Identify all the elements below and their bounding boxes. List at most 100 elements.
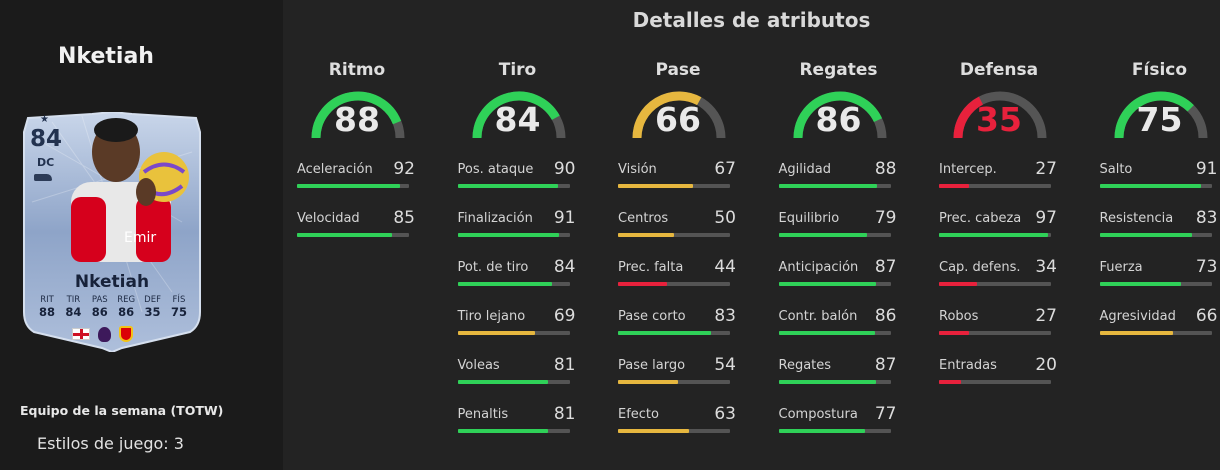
stat-label: Penaltis: [457, 407, 509, 422]
stat-bar-track: [778, 282, 891, 286]
stat-row[interactable]: Robos 27: [939, 306, 1059, 358]
stat-label: Pase largo: [618, 358, 686, 373]
gauge-fill: [472, 91, 560, 139]
player-name-heading: Nketiah: [58, 44, 154, 69]
stat-bar-fill: [618, 184, 694, 188]
premier-league-icon: [98, 326, 111, 342]
stat-label: Pos. ataque: [457, 162, 534, 177]
stat-value: 20: [1035, 355, 1057, 375]
stat-label: Visión: [618, 162, 657, 177]
stat-bar-fill: [618, 380, 679, 384]
stat-value: 54: [714, 355, 736, 375]
stat-row[interactable]: Prec. cabeza 97: [939, 208, 1059, 260]
stat-bar-fill: [778, 282, 876, 286]
stat-row[interactable]: Tiro lejano 69: [457, 306, 578, 358]
card-stats: RIT 88 TIR 84 PAS 86 REG 86 DEF 35 FÍS 75: [35, 295, 191, 319]
stat-list: Pos. ataque 90 Finalización 91 Pot. de tiro 8…: [457, 159, 578, 456]
stat-value: 27: [1035, 159, 1057, 179]
stat-value: 87: [874, 355, 897, 375]
category-name: Ritmo: [328, 60, 386, 80]
stat-value: 73: [1195, 257, 1218, 277]
stat-row[interactable]: Velocidad 85: [297, 208, 417, 260]
stat-bar-track: [778, 184, 891, 188]
stat-row[interactable]: Compostura 77: [778, 404, 899, 456]
stat-label: Centros: [618, 211, 669, 226]
stat-row[interactable]: Pase largo 54: [618, 355, 738, 407]
stat-bar-track: [457, 380, 570, 384]
stat-value: 97: [1035, 208, 1057, 228]
stat-label: Pot. de tiro: [457, 260, 529, 275]
stat-row[interactable]: Visión 67: [618, 159, 738, 211]
stat-row[interactable]: Resistencia 83: [1099, 208, 1220, 260]
playstyles-count[interactable]: Estilos de juego: 3: [37, 434, 184, 453]
stat-row[interactable]: Aceleración 92: [297, 159, 417, 211]
stat-value: 79: [874, 208, 897, 228]
stat-row[interactable]: Intercep. 27: [939, 159, 1059, 211]
stat-row[interactable]: Agilidad 88: [778, 159, 899, 211]
england-flag-icon: [72, 328, 90, 340]
stat-bar-fill: [297, 184, 401, 188]
stat-bar-fill: [1099, 233, 1193, 237]
card-stat: DEF 35: [144, 295, 161, 319]
shirt-sponsor: Emir: [124, 230, 156, 246]
category-name: Físico: [1131, 60, 1188, 80]
stat-bar-track: [939, 184, 1051, 188]
gauge-arc: [311, 91, 405, 139]
category-gauge: 86: [779, 90, 899, 150]
stat-row[interactable]: Salto 91: [1099, 159, 1220, 211]
stat-value: 77: [874, 404, 897, 424]
card-rating: 84: [30, 126, 63, 152]
stat-row[interactable]: Centros 50: [618, 208, 738, 260]
stat-row[interactable]: Pase corto 83: [618, 306, 738, 358]
stat-value: 91: [1195, 159, 1218, 179]
stat-bar-track: [618, 282, 730, 286]
stat-value: 81: [553, 404, 576, 424]
stat-row[interactable]: Entradas 20: [939, 355, 1059, 407]
stat-label: Entradas: [939, 358, 997, 373]
category-name: Pase: [655, 60, 701, 80]
gauge-fill: [953, 96, 984, 139]
player-card[interactable]: Emir ★ 84 DC Nketiah RIT 88 TIR 84 PAS 86 R…: [22, 112, 202, 352]
stat-row[interactable]: Equilibrio 79: [778, 208, 899, 260]
attribute-column-0: Ritmo 88 Aceleración 92 Velocidad 85: [297, 60, 417, 260]
stat-bar-track: [939, 282, 1051, 286]
stat-row[interactable]: Voleas 81: [457, 355, 578, 407]
stat-bar-track: [939, 331, 1051, 335]
card-stat: TIR 84: [65, 295, 82, 319]
stat-row[interactable]: Finalización 91: [457, 208, 578, 260]
stat-value: 87: [874, 257, 897, 277]
stat-value: 67: [714, 159, 736, 179]
stat-row[interactable]: Penaltis 81: [457, 404, 578, 456]
stat-list: Salto 91 Resistencia 83 Fuerza 73 Agresividad 6…: [1099, 159, 1220, 358]
stat-bar-fill: [618, 233, 674, 237]
card-stat: PAS 86: [91, 295, 108, 319]
stat-label: Compostura: [778, 407, 858, 422]
stat-bar-fill: [939, 233, 1048, 237]
stat-row[interactable]: Cap. defens. 34: [939, 257, 1059, 309]
stat-row[interactable]: Prec. falta 44: [618, 257, 738, 309]
stat-row[interactable]: Contr. balón 86: [778, 306, 899, 358]
gauge-arc: [632, 91, 726, 139]
stat-value: 69: [553, 306, 576, 326]
stat-bar-track: [457, 331, 570, 335]
stat-row[interactable]: Agresividad 66: [1099, 306, 1220, 358]
stat-row[interactable]: Efecto 63: [618, 404, 738, 456]
stat-value: 85: [393, 208, 415, 228]
stat-label: Pase corto: [618, 309, 686, 324]
stat-row[interactable]: Anticipación 87: [778, 257, 899, 309]
stat-row[interactable]: Regates 87: [778, 355, 899, 407]
stat-row[interactable]: Pot. de tiro 84: [457, 257, 578, 309]
stat-row[interactable]: Fuerza 73: [1099, 257, 1220, 309]
stat-bar-track: [778, 233, 891, 237]
stat-value: 83: [714, 306, 736, 326]
stat-bar-track: [1099, 282, 1212, 286]
card-position: DC: [37, 156, 55, 169]
stat-value: 50: [714, 208, 736, 228]
player-panel: Nketiah Emir ★ 84 DC: [0, 0, 283, 470]
boot-icon: [34, 174, 52, 181]
stat-bar-track: [618, 233, 730, 237]
stat-bar-fill: [778, 184, 878, 188]
stat-row[interactable]: Pos. ataque 90: [457, 159, 578, 211]
stat-bar-fill: [618, 331, 711, 335]
stat-value: 44: [714, 257, 736, 277]
